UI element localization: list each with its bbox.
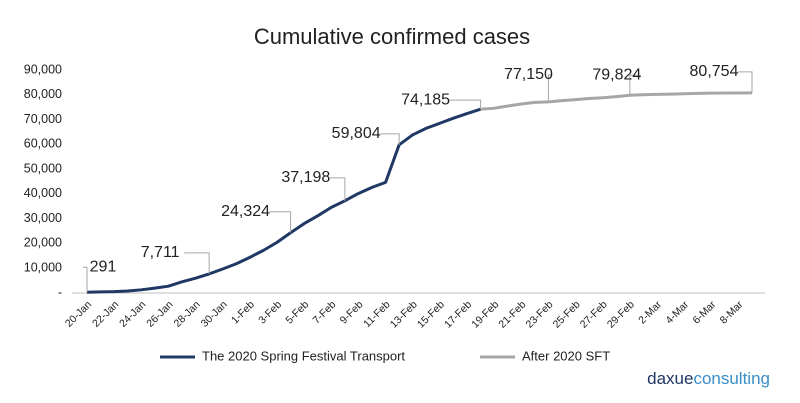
x-tick-label: 5-Feb	[283, 298, 311, 326]
chart-title: Cumulative confirmed cases	[254, 24, 530, 49]
x-tick-label: 13-Feb	[388, 298, 420, 330]
y-tick-label: 70,000	[24, 112, 62, 126]
series-line	[86, 107, 482, 294]
x-tick-label: 22-Jan	[90, 298, 121, 329]
x-tick-label: 20-Jan	[63, 298, 94, 329]
data-label: 7,711	[141, 244, 180, 261]
legend-label: The 2020 Spring Festival Transport	[202, 348, 405, 363]
y-tick-label: 10,000	[24, 261, 62, 275]
series-line	[480, 91, 753, 111]
y-tick-label: 80,000	[24, 87, 62, 101]
x-tick-label: 27-Feb	[578, 298, 610, 330]
logo-part: daxue	[647, 369, 693, 388]
leader-line	[629, 74, 641, 96]
logo-part: consulting	[693, 369, 770, 388]
x-tick-label: 21-Feb	[496, 298, 528, 330]
y-tick-label: 30,000	[24, 211, 62, 225]
x-tick-label: 15-Feb	[415, 298, 447, 330]
leader-line	[547, 74, 553, 102]
data-label: 59,804	[332, 125, 381, 142]
legend-label: After 2020 SFT	[522, 348, 610, 363]
x-tick-label: 30-Jan	[199, 298, 230, 329]
y-tick-label: 40,000	[24, 186, 62, 200]
leader-line	[184, 252, 210, 274]
x-tick-label: 1-Feb	[229, 298, 257, 326]
data-label: 74,185	[401, 91, 450, 108]
x-tick-label: 26-Jan	[144, 298, 175, 329]
x-tick-label: 2-Mar	[636, 298, 664, 326]
x-tick-label: 24-Jan	[117, 298, 148, 329]
y-tick-label: 20,000	[24, 236, 62, 250]
x-tick-label: 17-Feb	[442, 298, 474, 330]
data-label: 77,150	[504, 66, 553, 83]
leader-line	[83, 266, 88, 293]
x-tick-label: 28-Jan	[171, 298, 202, 329]
data-label: 291	[90, 258, 117, 275]
y-tick-label: -	[58, 285, 62, 299]
data-label: 79,824	[592, 66, 641, 83]
x-tick-label: 8-Mar	[718, 298, 746, 326]
y-tick-label: 60,000	[24, 137, 62, 151]
leader-line	[449, 99, 482, 110]
x-tick-label: 11-Feb	[361, 298, 393, 330]
y-tick-label: 50,000	[24, 161, 62, 175]
x-tick-label: 4-Mar	[663, 298, 691, 326]
x-tick-label: 23-Feb	[523, 298, 555, 330]
logo: daxueconsulting	[647, 369, 770, 388]
data-label: 24,324	[221, 203, 270, 220]
x-tick-label: 29-Feb	[605, 298, 637, 330]
data-label: 37,198	[281, 169, 330, 186]
x-tick-label: 3-Feb	[256, 298, 284, 326]
x-tick-label: 6-Mar	[690, 298, 718, 326]
leader-line	[269, 211, 292, 233]
y-tick-label: 90,000	[24, 62, 62, 76]
leader-line	[738, 71, 753, 93]
leader-line	[380, 133, 400, 145]
data-label: 80,754	[690, 63, 739, 80]
x-tick-label: 7-Feb	[310, 298, 338, 326]
leader-line	[329, 177, 346, 201]
x-tick-label: 19-Feb	[469, 298, 501, 330]
x-tick-label: 25-Feb	[551, 298, 583, 330]
